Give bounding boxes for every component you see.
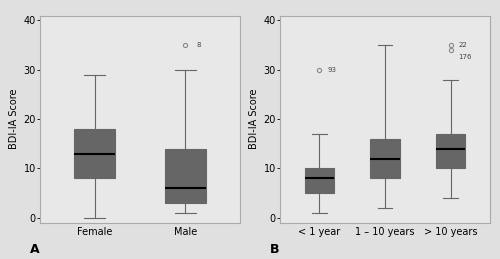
PathPatch shape bbox=[370, 139, 400, 178]
Text: 8: 8 bbox=[196, 42, 201, 48]
Y-axis label: BDI-IA Score: BDI-IA Score bbox=[250, 89, 260, 149]
Text: 93: 93 bbox=[327, 67, 336, 73]
Text: A: A bbox=[30, 243, 40, 256]
Text: B: B bbox=[270, 243, 279, 256]
Text: 176: 176 bbox=[458, 54, 472, 60]
PathPatch shape bbox=[165, 149, 206, 203]
Text: 22: 22 bbox=[458, 42, 467, 48]
PathPatch shape bbox=[74, 129, 115, 178]
PathPatch shape bbox=[436, 134, 466, 168]
Y-axis label: BDI-IA Score: BDI-IA Score bbox=[10, 89, 20, 149]
PathPatch shape bbox=[304, 168, 334, 193]
